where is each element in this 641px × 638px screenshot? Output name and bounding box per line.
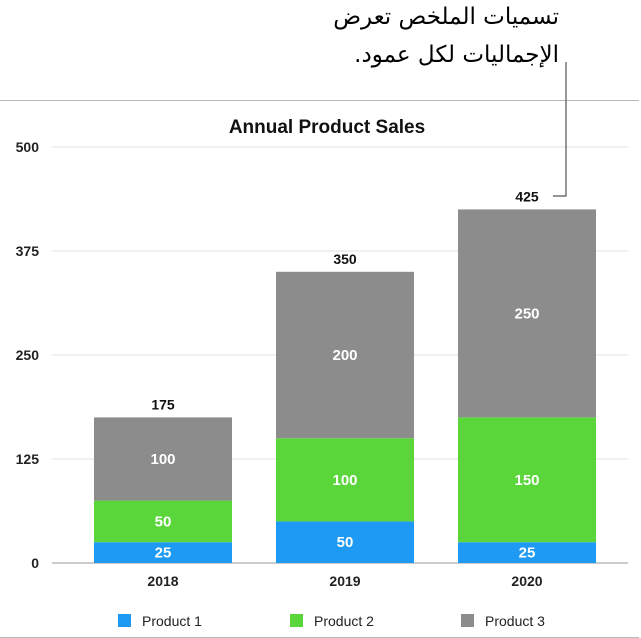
callout-text-line-2: الإجماليات لكل عمود. [354,42,559,68]
segment-value-label: 250 [514,305,539,322]
y-tick-label: 250 [16,347,40,363]
legend-swatch [290,614,303,627]
x-tick-label: 2018 [147,573,178,589]
legend-label: Product 3 [485,613,545,629]
total-label: 425 [515,188,539,204]
bar-segment [94,417,232,501]
y-tick-label: 0 [31,555,39,571]
bar-segment [276,271,414,439]
bar-segment [276,521,414,563]
callout-annotation: تسميات الملخص تعرض الإجماليات لكل عمود. [0,0,641,100]
x-tick-label: 2020 [511,573,542,589]
y-tick-label: 375 [16,243,40,259]
total-labels: 175 350 425 [151,188,539,412]
segment-value-label: 50 [337,534,354,551]
x-axis-ticks: 2018 2019 2020 [147,573,542,589]
segment-value-label: 50 [155,513,172,530]
y-tick-label: 500 [16,139,40,155]
callout-leader-line [553,62,567,197]
legend-swatch [118,614,131,627]
bar-segment [458,417,596,543]
segment-value-label: 200 [332,347,357,364]
bars: 25 50 100 50 100 200 25 150 250 [94,209,596,563]
x-tick-label: 2019 [329,573,360,589]
segment-value-label: 25 [519,545,536,562]
legend-swatch [461,614,474,627]
legend: Product 1 Product 2 Product 3 [118,613,545,629]
bar-segment [458,542,596,563]
segment-value-label: 25 [155,545,172,562]
callout-text-line-1: تسميات الملخص تعرض [333,4,559,30]
bar-segment [458,209,596,418]
chart-title: Annual Product Sales [229,117,425,138]
bar-segment [94,500,232,543]
segment-value-label: 100 [332,472,357,489]
legend-label: Product 1 [142,613,202,629]
bar-segment [276,438,414,522]
segment-value-label: 100 [150,451,175,468]
total-label: 350 [333,251,357,267]
legend-label: Product 2 [314,613,374,629]
y-tick-label: 125 [16,451,40,467]
y-axis-ticks: 0 125 250 375 500 [16,139,40,571]
total-label: 175 [151,396,175,412]
bar-segment [94,542,232,563]
segment-value-label: 150 [514,472,539,489]
